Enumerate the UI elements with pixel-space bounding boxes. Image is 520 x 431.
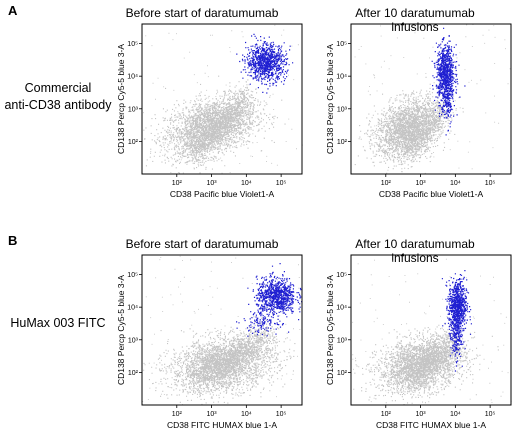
plasma-cell-population-2 [439, 71, 455, 136]
y-tick-label: 10³ [128, 106, 139, 113]
x-tick-label: 10⁴ [241, 180, 252, 187]
x-tick-label: 10² [172, 411, 183, 418]
x-axis-label: CD38 FITC HUMAX blue 1-A [167, 420, 277, 430]
scatter-plot-b-after: 10² 10³ 10⁴ 10⁵ 10² 10³ 10⁴ 10⁵ CD38 FITC HUMAX … [325, 251, 515, 431]
x-tick-label: 10⁵ [276, 411, 287, 418]
y-axis-label: CD138 Percp Cy5-5 blue 3-A [325, 275, 335, 385]
plot-frame [141, 254, 303, 406]
scatter-plot-a-after: 10² 10³ 10⁴ 10⁵ 10² 10³ 10⁴ 10⁵ CD38 Pacific blu… [325, 20, 515, 200]
plot-frame [350, 23, 512, 175]
y-tick-label: 10³ [128, 337, 139, 344]
row-label-b: HuMax 003 FITC [4, 315, 112, 332]
row-label-a: Commercial anti-CD38 antibody [4, 80, 112, 114]
scatter-plot-a-before: 10² 10³ 10⁴ 10⁵ 10² 10³ 10⁴ 10⁵ CD38 Pacific blu… [116, 20, 306, 200]
y-tick-label: 10⁴ [336, 305, 347, 312]
x-tick-label: 10⁵ [276, 180, 287, 187]
plot-frame [141, 23, 303, 175]
row-label-a-line2: anti-CD38 antibody [4, 98, 112, 112]
y-tick-label: 10³ [337, 106, 348, 113]
y-axis-label: CD138 Percp Cy5-5 blue 3-A [116, 275, 126, 385]
y-tick-label: 10⁵ [336, 41, 347, 48]
x-axis-label: CD38 FITC HUMAX blue 1-A [376, 420, 486, 430]
y-tick-label: 10² [337, 370, 348, 377]
plasma-cell-population-2 [448, 295, 466, 372]
panel-letter-a: A [8, 3, 18, 18]
scatter-svg: 10² 10³ 10⁴ 10⁵ 10² 10³ 10⁴ 10⁵ CD38 FITC HUMAX … [325, 254, 512, 430]
x-tick-label: 10³ [207, 180, 218, 187]
x-tick-label: 10⁵ [485, 180, 496, 187]
y-axis-label: CD138 Percp Cy5-5 blue 3-A [325, 44, 335, 154]
plasma-cell-population-1 [441, 270, 472, 346]
scatter-svg: 10² 10³ 10⁴ 10⁵ 10² 10³ 10⁴ 10⁵ CD38 FITC HUMAX … [116, 254, 303, 430]
gray-cell-population [142, 255, 301, 405]
y-axis-label: CD138 Percp Cy5-5 blue 3-A [116, 44, 126, 154]
row-label-a-line1: Commercial [24, 81, 92, 95]
x-axis-label: CD38 Pacific blue Violet1-A [379, 189, 484, 199]
y-tick-label: 10³ [337, 337, 348, 344]
gray-cell-population [352, 257, 512, 406]
y-tick-label: 10⁵ [127, 41, 138, 48]
y-tick-label: 10² [128, 370, 139, 377]
x-tick-label: 10³ [416, 411, 427, 418]
y-tick-label: 10⁴ [127, 305, 138, 312]
panel-letter-b: B [8, 233, 18, 248]
plot-frame [350, 254, 512, 406]
plasma-cell-population-1 [247, 263, 303, 326]
x-tick-label: 10³ [416, 180, 427, 187]
gray-cell-population [143, 24, 303, 174]
y-tick-label: 10⁵ [336, 272, 347, 279]
y-tick-label: 10⁵ [127, 272, 138, 279]
x-tick-label: 10³ [207, 411, 218, 418]
x-tick-label: 10² [381, 411, 392, 418]
plot-title-a1: Before start of daratumumab [125, 6, 279, 20]
scatter-plot-b-before: 10² 10³ 10⁴ 10⁵ 10² 10³ 10⁴ 10⁵ CD38 FITC HUMAX … [116, 251, 306, 431]
x-tick-label: 10⁵ [485, 411, 496, 418]
x-tick-label: 10⁴ [241, 411, 252, 418]
x-tick-label: 10⁴ [450, 411, 461, 418]
x-axis-label: CD38 Pacific blue Violet1-A [170, 189, 275, 199]
y-tick-label: 10⁴ [127, 74, 138, 81]
plasma-cell-population-2 [236, 303, 290, 337]
gray-cell-population [354, 24, 511, 174]
plasma-cell-population-1 [236, 33, 294, 94]
x-tick-label: 10² [381, 180, 392, 187]
y-tick-label: 10² [337, 139, 348, 146]
x-tick-label: 10⁴ [450, 180, 461, 187]
x-tick-label: 10² [172, 180, 183, 187]
y-tick-label: 10² [128, 139, 139, 146]
plot-title-b1: Before start of daratumumab [125, 237, 279, 251]
y-tick-label: 10⁴ [336, 74, 347, 81]
row-label-b-line1: HuMax 003 FITC [10, 316, 106, 330]
